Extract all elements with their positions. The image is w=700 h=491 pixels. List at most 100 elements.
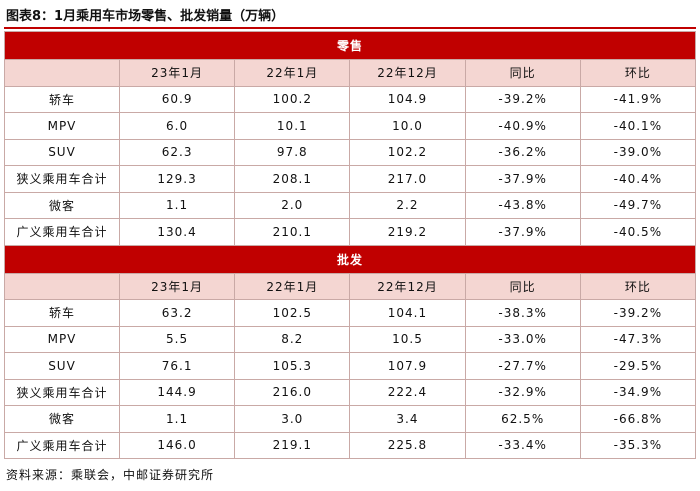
cell: 8.2 [234,325,351,353]
data-row: 微客 1.1 2.0 2.2 -43.8% -49.7% [4,191,697,219]
data-row: 轿车 63.2 102.5 104.1 -38.3% -39.2% [4,299,697,327]
column-header: 23年1月 [118,272,236,300]
section-label: 批发 [4,244,696,274]
row-label: 微客 [4,191,120,219]
cell: 146.0 [118,431,236,459]
cell: 219.2 [349,218,466,246]
cell: 105.3 [234,352,351,380]
cell: 219.1 [234,431,351,459]
cell: -35.3% [579,431,697,459]
cell: -40.4% [579,165,697,193]
column-header: 22年1月 [234,59,351,87]
cell: 222.4 [349,378,466,406]
title: 图表8：1月乘用车市场零售、批发销量（万辆） [6,9,285,24]
cell: 217.0 [349,165,466,193]
cell: 62.3 [118,138,236,166]
data-row: MPV 6.0 10.1 10.0 -40.9% -40.1% [4,112,697,140]
data-row: SUV 62.3 97.8 102.2 -36.2% -39.0% [4,138,697,166]
cell: 216.0 [234,378,351,406]
cell: -37.9% [464,218,581,246]
cell: 62.5% [464,405,581,433]
row-label: 轿车 [4,85,120,113]
cell: 10.5 [349,325,466,353]
section-row: 批发 [4,244,696,274]
row-label: 广义乘用车合计 [4,431,120,459]
data-row: 轿车 60.9 100.2 104.9 -39.2% -41.9% [4,85,697,113]
column-header: 同比 [464,272,581,300]
sales-table: 零售 23年1月 22年1月 22年12月 同比 环比 轿车 60.9 100.2 104.9 -3… [4,31,697,459]
column-header: 23年1月 [118,59,236,87]
cell: 130.4 [118,218,236,246]
cell: 225.8 [349,431,466,459]
cell: 60.9 [118,85,236,113]
data-row: 狭义乘用车合计 144.9 216.0 222.4 -32.9% -34.9% [4,378,697,406]
row-label: SUV [4,138,120,166]
source: 资料来源：乘联会，中邮证券研究所 [6,468,215,482]
cell: 104.1 [349,299,466,327]
section-label: 零售 [4,31,696,60]
row-label: MPV [4,112,120,140]
cell: 1.1 [118,405,236,433]
row-label: 狭义乘用车合计 [4,165,120,193]
cell: 3.0 [234,405,351,433]
table-body: 零售 23年1月 22年1月 22年12月 同比 环比 轿车 60.9 100.2 104.9 -3… [4,31,697,459]
data-row: 广义乘用车合计 146.0 219.1 225.8 -33.4% -35.3% [4,431,697,459]
cell: 1.1 [118,191,236,219]
row-label: 广义乘用车合计 [4,218,120,246]
column-header: 22年12月 [349,59,466,87]
cell: 10.1 [234,112,351,140]
cell: 2.0 [234,191,351,219]
cell: -37.9% [464,165,581,193]
column-header: 环比 [579,59,697,87]
cell: -39.2% [464,85,581,113]
cell: -49.7% [579,191,697,219]
row-label: 微客 [4,405,120,433]
column-header: 同比 [464,59,581,87]
row-label: MPV [4,325,120,353]
data-row: 广义乘用车合计 130.4 210.1 219.2 -37.9% -40.5% [4,218,697,246]
cell: -34.9% [579,378,697,406]
cell: -47.3% [579,325,697,353]
cell: -40.1% [579,112,697,140]
cell: 6.0 [118,112,236,140]
cell: 208.1 [234,165,351,193]
cell: -27.7% [464,352,581,380]
column-header: 22年1月 [234,272,351,300]
cell: -36.2% [464,138,581,166]
cell: 129.3 [118,165,236,193]
cell: 63.2 [118,299,236,327]
cell: -41.9% [579,85,697,113]
cell: 10.0 [349,112,466,140]
cell: 76.1 [118,352,236,380]
column-header: 环比 [579,272,697,300]
row-label: SUV [4,352,120,380]
cell: 5.5 [118,325,236,353]
cell: 102.2 [349,138,466,166]
row-label: 轿车 [4,299,120,327]
title-rule [4,27,696,29]
data-row: 狭义乘用车合计 129.3 208.1 217.0 -37.9% -40.4% [4,165,697,193]
cell: -40.9% [464,112,581,140]
cell: -33.0% [464,325,581,353]
cell: 104.9 [349,85,466,113]
data-row: SUV 76.1 105.3 107.9 -27.7% -29.5% [4,352,697,380]
cell: -39.0% [579,138,697,166]
cell: 2.2 [349,191,466,219]
cell: -66.8% [579,405,697,433]
data-row: MPV 5.5 8.2 10.5 -33.0% -47.3% [4,325,697,353]
cell: 210.1 [234,218,351,246]
cell: 100.2 [234,85,351,113]
cell: 3.4 [349,405,466,433]
cell: -39.2% [579,299,697,327]
data-row: 微客 1.1 3.0 3.4 62.5% -66.8% [4,405,697,433]
section-row: 零售 [4,31,696,60]
column-header [4,59,120,87]
cell: 102.5 [234,299,351,327]
cell: 144.9 [118,378,236,406]
column-header [4,272,120,300]
header-row: 23年1月 22年1月 22年12月 同比 环比 [4,272,697,300]
cell: -33.4% [464,431,581,459]
cell: -38.3% [464,299,581,327]
cell: -29.5% [579,352,697,380]
